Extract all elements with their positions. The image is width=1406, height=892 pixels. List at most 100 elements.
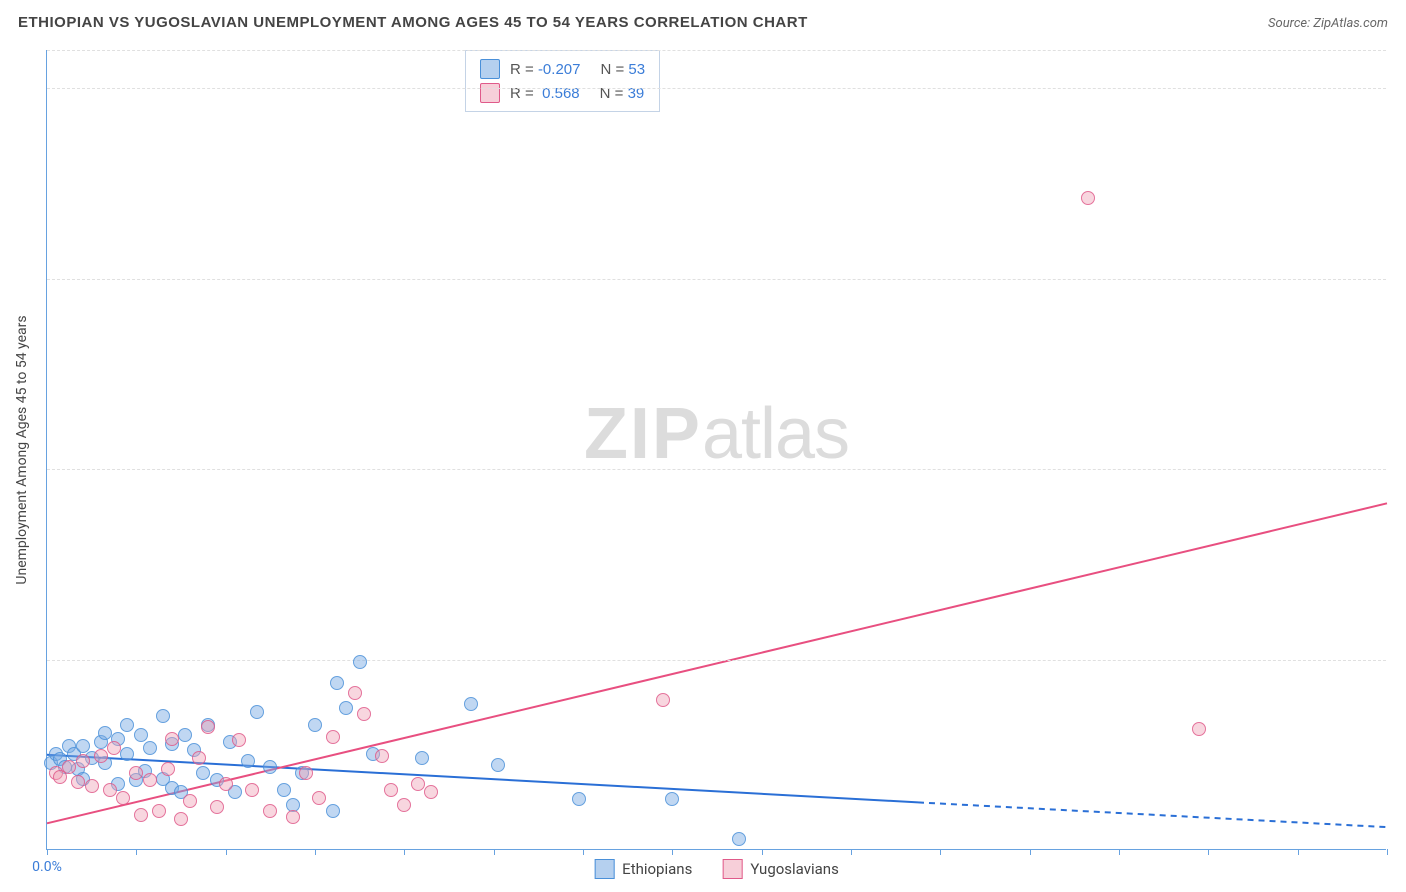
- x-tick: [940, 849, 941, 855]
- data-point: [411, 777, 425, 791]
- square-icon: [722, 859, 742, 879]
- data-point: [143, 741, 157, 755]
- data-point: [94, 749, 108, 763]
- data-point: [152, 804, 166, 818]
- plot-area: ZIPatlas R = -0.207 N = 53 R = 0.568 N =…: [46, 50, 1386, 850]
- x-tick-label: 0.0%: [32, 859, 62, 875]
- y-tick-label: 10.0%: [1393, 652, 1406, 668]
- x-tick: [47, 849, 48, 855]
- legend-item-yugoslavians: Yugoslavians: [722, 859, 839, 879]
- data-point: [116, 791, 130, 805]
- data-point: [192, 751, 206, 765]
- data-point: [165, 732, 179, 746]
- x-tick: [136, 849, 137, 855]
- y-tick-label: 30.0%: [1393, 271, 1406, 287]
- data-point: [572, 792, 586, 806]
- data-point: [241, 754, 255, 768]
- data-point: [277, 783, 291, 797]
- x-tick: [315, 849, 316, 855]
- data-point: [174, 812, 188, 826]
- x-tick: [1119, 849, 1120, 855]
- data-point: [397, 798, 411, 812]
- data-point: [98, 726, 112, 740]
- data-point: [424, 785, 438, 799]
- data-point: [286, 810, 300, 824]
- data-point: [161, 762, 175, 776]
- x-tick: [1298, 849, 1299, 855]
- data-point: [375, 749, 389, 763]
- data-point: [196, 766, 210, 780]
- data-point: [107, 741, 121, 755]
- x-tick: [494, 849, 495, 855]
- x-tick-label: 30.0%: [1393, 842, 1406, 858]
- y-tick-label: 20.0%: [1393, 461, 1406, 477]
- data-point: [134, 808, 148, 822]
- series-legend: Ethiopians Yugoslavians: [594, 859, 839, 879]
- data-point: [464, 697, 478, 711]
- grid-line: [47, 660, 1386, 661]
- data-point: [76, 754, 90, 768]
- data-point: [143, 773, 157, 787]
- data-point: [353, 655, 367, 669]
- data-point: [250, 705, 264, 719]
- legend-label: Ethiopians: [622, 860, 692, 878]
- data-point: [348, 686, 362, 700]
- data-point: [232, 733, 246, 747]
- x-tick: [762, 849, 763, 855]
- data-point: [85, 779, 99, 793]
- chart-title: ETHIOPIAN VS YUGOSLAVIAN UNEMPLOYMENT AM…: [18, 14, 808, 31]
- grid-line: [47, 279, 1386, 280]
- x-tick: [1208, 849, 1209, 855]
- data-point: [134, 728, 148, 742]
- data-point: [339, 701, 353, 715]
- data-point: [1192, 722, 1206, 736]
- x-tick: [1387, 849, 1388, 855]
- x-tick: [583, 849, 584, 855]
- trend-line: [47, 503, 1387, 823]
- data-point: [245, 783, 259, 797]
- data-point: [1081, 191, 1095, 205]
- trend-line-extrapolated: [918, 802, 1387, 827]
- data-point: [732, 832, 746, 846]
- x-tick: [226, 849, 227, 855]
- data-point: [178, 728, 192, 742]
- source-attribution: Source: ZipAtlas.com: [1268, 16, 1388, 31]
- grid-line: [47, 469, 1386, 470]
- data-point: [656, 693, 670, 707]
- grid-line: [47, 50, 1386, 51]
- data-point: [308, 718, 322, 732]
- data-point: [263, 804, 277, 818]
- x-tick: [672, 849, 673, 855]
- data-point: [120, 718, 134, 732]
- data-point: [312, 791, 326, 805]
- legend-label: Yugoslavians: [750, 860, 839, 878]
- data-point: [357, 707, 371, 721]
- trend-lines: [47, 50, 1387, 850]
- data-point: [156, 709, 170, 723]
- data-point: [263, 760, 277, 774]
- data-point: [665, 792, 679, 806]
- data-point: [62, 760, 76, 774]
- data-point: [491, 758, 505, 772]
- data-point: [210, 800, 224, 814]
- data-point: [330, 676, 344, 690]
- data-point: [71, 775, 85, 789]
- data-point: [120, 747, 134, 761]
- data-point: [326, 730, 340, 744]
- data-point: [415, 751, 429, 765]
- y-axis-label: Unemployment Among Ages 45 to 54 years: [14, 315, 30, 584]
- data-point: [219, 777, 233, 791]
- x-tick: [851, 849, 852, 855]
- legend-item-ethiopians: Ethiopians: [594, 859, 692, 879]
- data-point: [183, 794, 197, 808]
- data-point: [326, 804, 340, 818]
- data-point: [129, 766, 143, 780]
- data-point: [299, 766, 313, 780]
- x-tick: [1030, 849, 1031, 855]
- square-icon: [594, 859, 614, 879]
- x-tick: [404, 849, 405, 855]
- data-point: [103, 783, 117, 797]
- grid-line: [47, 88, 1386, 89]
- data-point: [384, 783, 398, 797]
- data-point: [201, 720, 215, 734]
